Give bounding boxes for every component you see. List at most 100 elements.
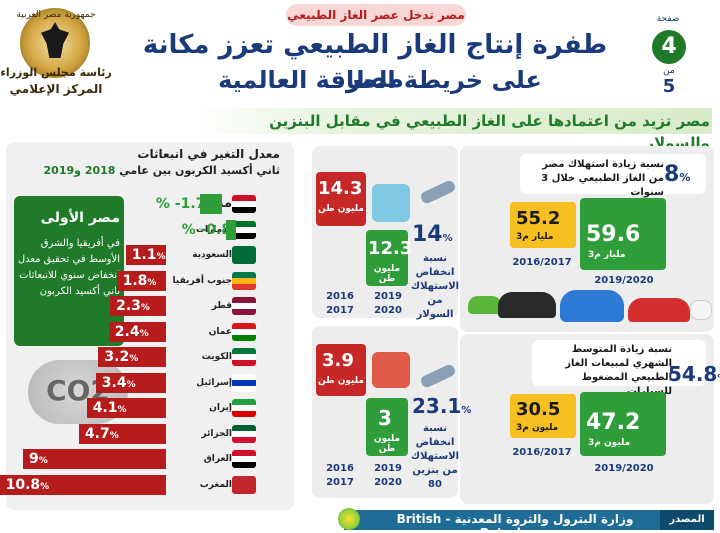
diesel-drop-value: 14 bbox=[412, 222, 443, 247]
gasoline-old-value: 3.9 bbox=[322, 350, 354, 371]
country-label: الإمارات bbox=[195, 224, 232, 235]
footer-source-text: وزارة البترول والثروة المعدنية - British… bbox=[396, 512, 634, 533]
bar: 3.2% bbox=[98, 347, 166, 367]
consumption-text-box bbox=[520, 154, 706, 194]
bar-label: 1.8 bbox=[122, 272, 148, 289]
bar-unit: % bbox=[117, 405, 127, 415]
vehicles-growth-unit: % bbox=[717, 373, 720, 384]
bar-unit: % bbox=[126, 379, 136, 390]
diesel-new-value: 12.3 bbox=[368, 238, 413, 259]
green-car-icon bbox=[468, 296, 502, 314]
diesel-old-value: 14.3 bbox=[318, 178, 363, 199]
bar-label: 2.4 bbox=[114, 323, 140, 340]
flag-icon bbox=[232, 246, 256, 264]
flag-icon bbox=[232, 297, 256, 315]
diesel-new-label: 2019 2020 bbox=[374, 291, 402, 316]
page-title-line1: طفرة إنتاج الغاز الطبيعي تعزز مكانة مصر bbox=[142, 30, 608, 94]
egypt-first-title: مصر الأولى bbox=[40, 210, 120, 226]
vehicles-2019-label: 2019/2020 bbox=[594, 463, 654, 474]
consumption-2019-unit: مليار م3 bbox=[588, 250, 626, 260]
bar-unit: % bbox=[129, 354, 139, 364]
country-label: الكويت bbox=[201, 352, 232, 362]
page-of: من bbox=[663, 66, 675, 76]
flag-icon bbox=[232, 373, 256, 392]
diesel-drop: 14% bbox=[412, 222, 458, 247]
subtitle-bar bbox=[200, 108, 712, 134]
emissions-title-text: ثاني أكسيد الكربون بين عامي bbox=[119, 164, 280, 177]
emissions-title-line2: ثاني أكسيد الكربون بين عامي 2018 و2019 bbox=[30, 164, 280, 177]
consumption-growth: 8% bbox=[664, 162, 704, 187]
emissions-title-line1: معدل التغير في انبعاثات bbox=[137, 147, 280, 161]
footer-bar bbox=[344, 510, 714, 530]
bar: 1.8% bbox=[116, 270, 166, 291]
bar-unit: % bbox=[147, 277, 157, 288]
diesel-drop-text: نسبة انخفاض الاستهلاك من السولار bbox=[410, 253, 460, 320]
gasoline-old-label: 2016 2017 bbox=[326, 463, 354, 488]
gasoline-drop-text: نسبة انخفاض الاستهلاك من بنزين 80 bbox=[410, 423, 460, 490]
bar-unit: % bbox=[109, 430, 119, 441]
gasoline-drop-value: 23.1 bbox=[412, 394, 462, 418]
flag-icon bbox=[232, 348, 256, 366]
page-number: 4 bbox=[652, 30, 686, 64]
gasoline-new-value: 3 bbox=[378, 406, 392, 430]
country-label: عمان bbox=[208, 326, 232, 337]
bar-label: 10.8 bbox=[5, 476, 41, 493]
bar-label: 9 bbox=[29, 451, 39, 467]
egypt-first-box bbox=[14, 196, 124, 346]
country-label: العراق bbox=[203, 454, 232, 464]
vehicles-2016-unit: مليون م3 bbox=[516, 423, 559, 433]
bar-label: % -1.7 bbox=[155, 196, 206, 212]
flag-icon bbox=[232, 424, 256, 443]
bar: 2.3% bbox=[110, 296, 166, 316]
bar-label: 1.1 bbox=[131, 247, 157, 263]
blue-car-icon bbox=[560, 290, 624, 322]
diesel-old-label: 2016 2017 bbox=[326, 291, 354, 316]
logo-top-text: جمهورية مصر العربية bbox=[16, 10, 96, 20]
consumption-2016-unit: مليار م3 bbox=[516, 232, 554, 242]
logo-line2: المركز الإعلامي bbox=[9, 82, 103, 96]
white-car-icon bbox=[690, 300, 712, 320]
bar-unit: % bbox=[38, 456, 48, 466]
diesel-new-card: 12.3 مليون طن bbox=[366, 230, 412, 286]
top-tag: مصر تدخل عصر الغاز الطبيعي bbox=[286, 4, 466, 26]
bar bbox=[199, 194, 222, 214]
gasoline-drop-unit: % bbox=[461, 405, 472, 416]
footer-source-label: المصدر bbox=[660, 510, 714, 530]
consumption-2016-value: 55.2 bbox=[516, 208, 561, 229]
bar: 10.8% bbox=[0, 474, 166, 495]
gasoline-old-card: 3.9 مليون طن bbox=[316, 344, 366, 396]
bar-label: 4.1 bbox=[92, 400, 118, 416]
bp-logo-icon bbox=[338, 508, 360, 530]
consumption-2016-label: 2016/2017 bbox=[512, 257, 572, 268]
gas-pump-car-icon bbox=[372, 352, 410, 388]
consumption-2019-value: 59.6 bbox=[586, 222, 641, 247]
bar-unit: % bbox=[40, 481, 50, 492]
flag-icon bbox=[232, 475, 256, 494]
emissions-years: 2018 و2019 bbox=[43, 164, 116, 177]
country-label: الجزائر bbox=[201, 428, 232, 439]
vehicles-growth-value: 54.8 bbox=[668, 362, 718, 386]
vehicles-2019-value: 47.2 bbox=[586, 410, 641, 435]
vehicles-growth-text: نسبة زيادة المتوسط الشهري لمبيعات الغاز … bbox=[565, 344, 672, 397]
bar bbox=[225, 219, 236, 240]
country-label: السعودية bbox=[192, 250, 232, 260]
vehicles-2019-card: 47.2 مليون م3 bbox=[580, 392, 666, 456]
vehicles-2019-unit: مليون م3 bbox=[588, 438, 631, 448]
bar: 4.1% bbox=[86, 398, 166, 418]
bar: 2.4% bbox=[108, 321, 166, 342]
diesel-new-unit: مليون طن bbox=[373, 264, 401, 284]
egypt-first-text: في أفريقيا والشرق الأوسط في تحقيق معدل ا… bbox=[17, 238, 120, 297]
bar: 9% bbox=[23, 449, 166, 469]
consumption-growth-text: نسبة زيادة استهلاك مصر من الغاز الطبيعي … bbox=[541, 159, 664, 198]
bar: 3.4% bbox=[95, 372, 166, 393]
logo-line1: رئاسة مجلس الوزراء bbox=[0, 66, 112, 79]
flag-icon bbox=[232, 450, 256, 468]
bar-unit: % bbox=[156, 252, 166, 262]
country-label: جنوب أفريقيا bbox=[172, 275, 232, 286]
bar: 1.1% bbox=[125, 245, 166, 265]
gasoline-new-card: 3 مليون طن bbox=[366, 398, 408, 456]
diesel-old-unit: مليون طن bbox=[318, 204, 364, 214]
consumption-2019-label: 2019/2020 bbox=[594, 275, 654, 286]
vehicles-2016-label: 2016/2017 bbox=[512, 447, 572, 458]
country-label: قطر bbox=[211, 301, 232, 311]
